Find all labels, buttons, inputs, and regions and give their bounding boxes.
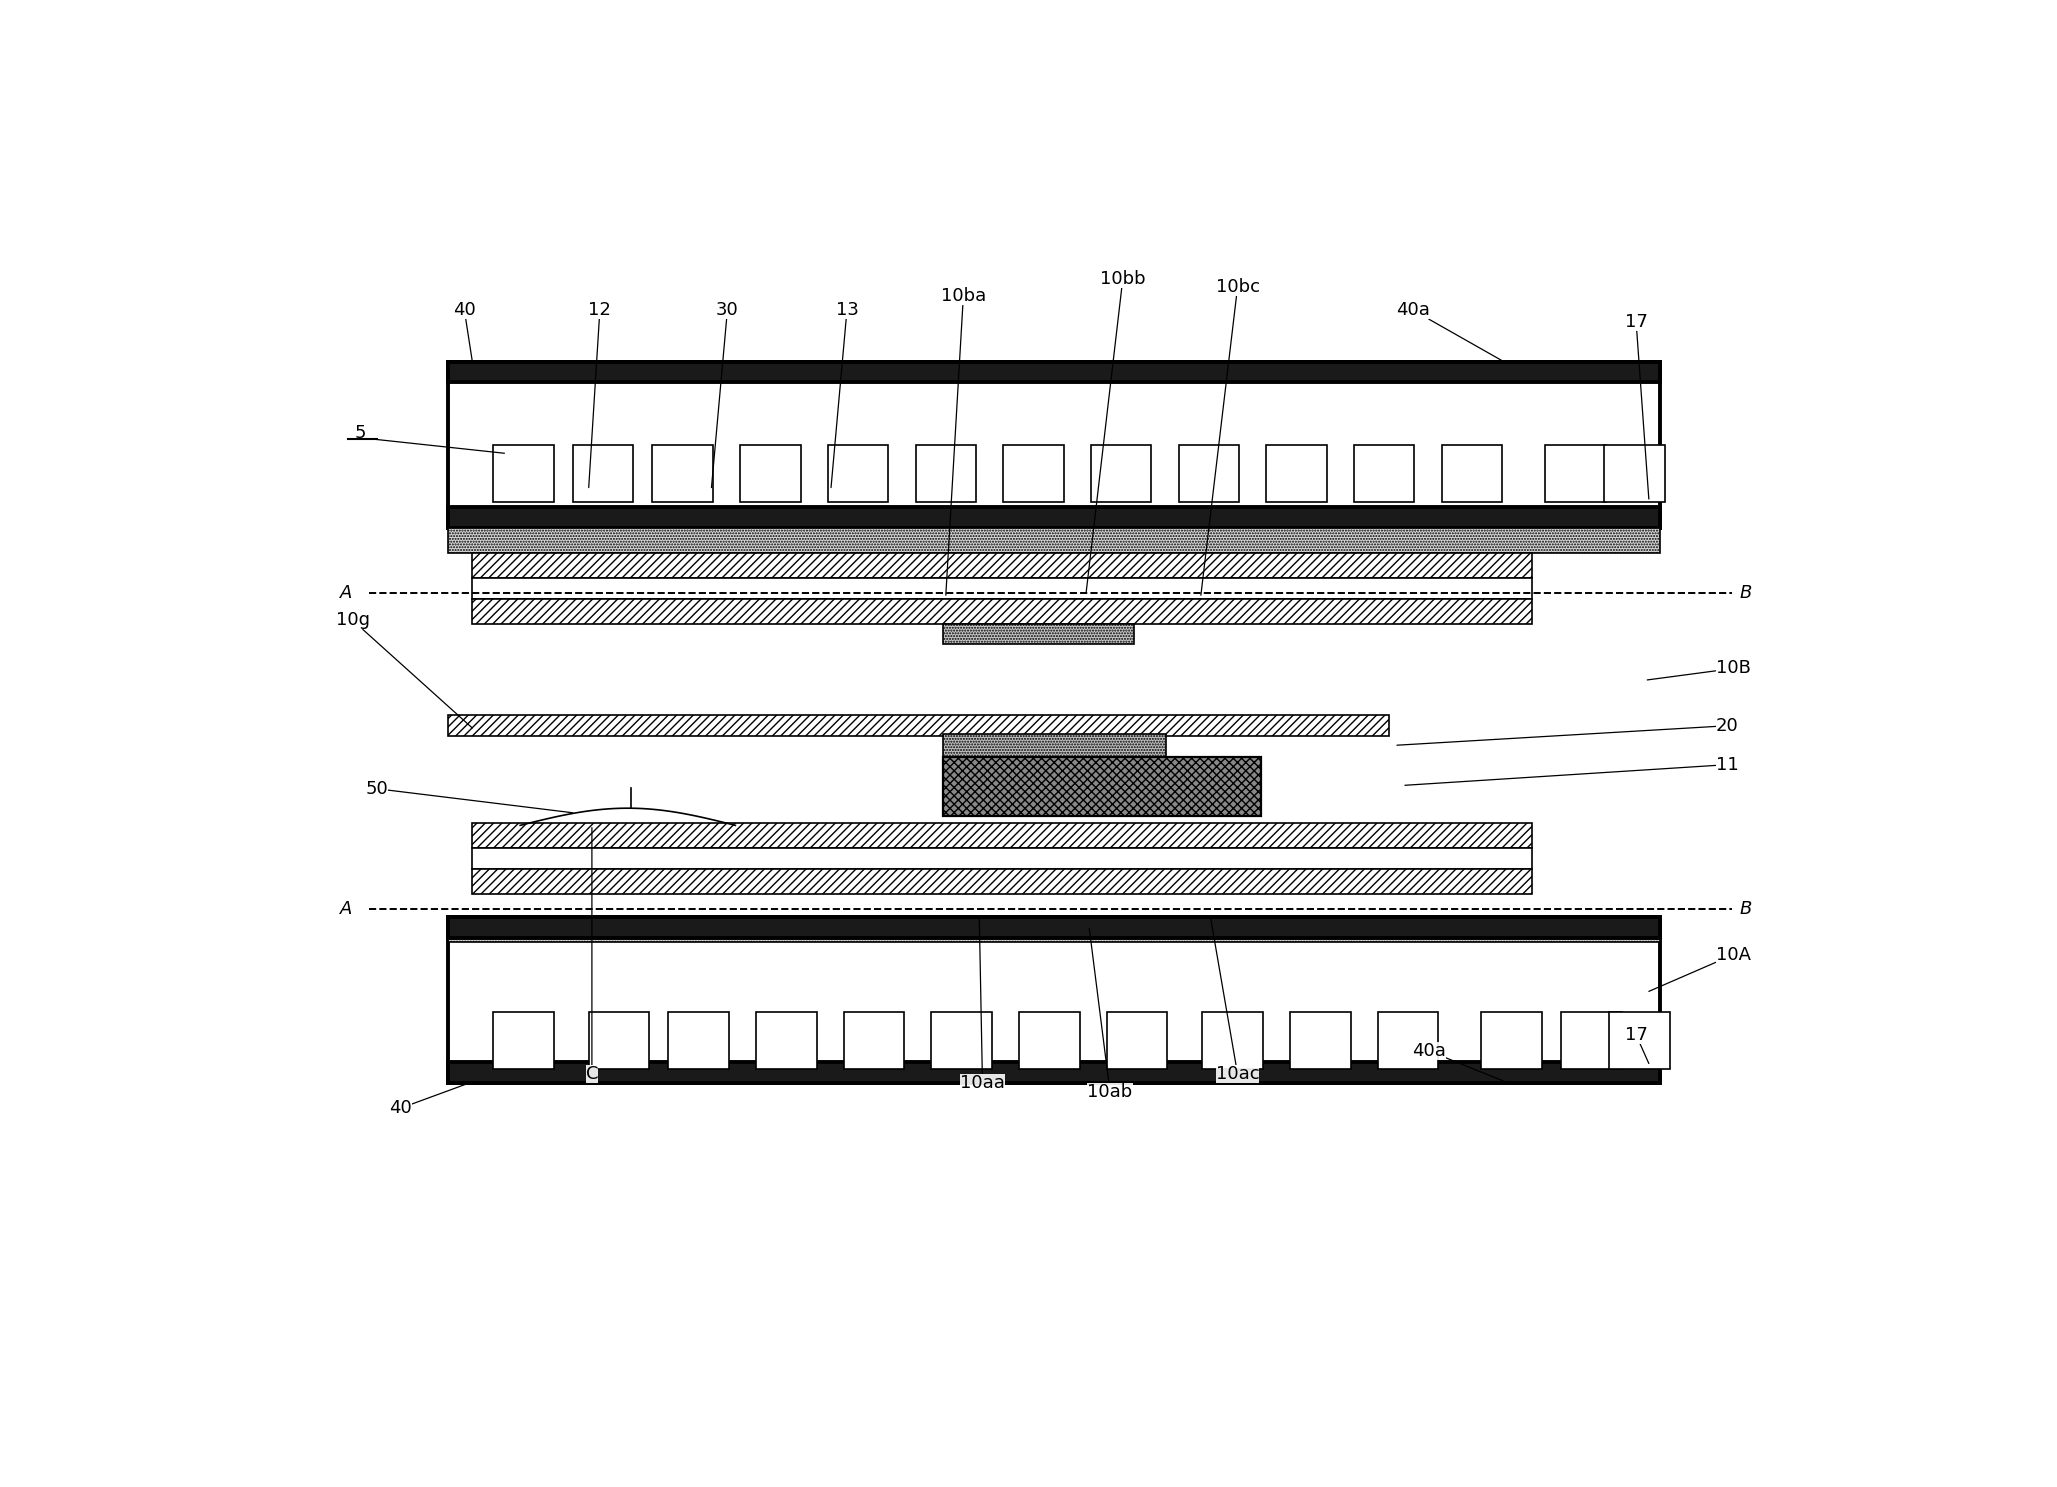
Bar <box>1481 1013 1543 1069</box>
Bar <box>473 848 1532 868</box>
Bar <box>1290 1013 1351 1069</box>
Text: 40a: 40a <box>1397 300 1504 361</box>
Text: 10B: 10B <box>1648 660 1751 680</box>
Text: B: B <box>1740 900 1753 917</box>
Bar <box>932 1013 991 1069</box>
Text: 5: 5 <box>356 424 366 442</box>
Bar <box>448 361 1660 382</box>
Text: 10ab: 10ab <box>1088 928 1133 1102</box>
Bar <box>942 757 1261 816</box>
Bar <box>473 578 1532 599</box>
Bar <box>652 445 714 503</box>
Bar <box>1179 445 1238 503</box>
Text: 10ba: 10ba <box>940 287 985 595</box>
Text: 11: 11 <box>1405 755 1738 785</box>
Bar <box>1090 445 1152 503</box>
Text: 10ac: 10ac <box>1210 917 1259 1083</box>
Bar <box>588 1013 650 1069</box>
Bar <box>1203 1013 1263 1069</box>
Bar <box>741 445 800 503</box>
Bar <box>1561 1013 1621 1069</box>
Bar <box>1267 445 1327 503</box>
Bar <box>942 625 1133 644</box>
Bar <box>1545 445 1607 503</box>
Text: 13: 13 <box>831 300 858 488</box>
Text: A: A <box>339 584 352 602</box>
Text: 10bc: 10bc <box>1201 278 1259 595</box>
Text: C: C <box>586 828 599 1083</box>
Bar <box>448 715 1388 736</box>
Text: 20: 20 <box>1397 717 1738 745</box>
Bar <box>827 445 889 503</box>
Text: 10bb: 10bb <box>1086 271 1146 593</box>
Text: 10aa: 10aa <box>961 917 1006 1091</box>
Text: B: B <box>1740 584 1753 602</box>
Bar <box>942 733 1166 757</box>
Bar <box>915 445 977 503</box>
Text: 10A: 10A <box>1650 946 1751 992</box>
Bar <box>473 868 1532 894</box>
Bar <box>572 445 634 503</box>
Bar <box>448 917 1660 1083</box>
Text: 10g: 10g <box>335 611 473 729</box>
Bar <box>473 824 1532 848</box>
Bar <box>1107 1013 1168 1069</box>
Bar <box>1004 445 1063 503</box>
Bar <box>1354 445 1415 503</box>
Bar <box>1018 1013 1080 1069</box>
Bar <box>669 1013 728 1069</box>
Bar <box>757 1013 817 1069</box>
Bar <box>448 507 1660 528</box>
Text: 40: 40 <box>453 300 475 361</box>
Text: 17: 17 <box>1625 312 1650 500</box>
Text: 40: 40 <box>389 1083 473 1117</box>
Text: 30: 30 <box>712 300 738 488</box>
Bar <box>1604 445 1664 503</box>
Text: A: A <box>339 900 352 917</box>
Bar <box>448 361 1660 528</box>
Bar <box>1378 1013 1438 1069</box>
Bar <box>473 553 1532 578</box>
Text: 50: 50 <box>366 779 572 813</box>
Bar <box>448 528 1660 553</box>
Bar <box>494 1013 553 1069</box>
Bar <box>1442 445 1502 503</box>
Bar <box>448 1062 1660 1083</box>
Bar <box>448 917 1660 938</box>
Text: 17: 17 <box>1625 1026 1650 1063</box>
Bar <box>473 599 1532 625</box>
Bar <box>843 1013 905 1069</box>
Text: 40a: 40a <box>1411 1042 1506 1083</box>
Bar <box>448 917 1660 943</box>
Text: 12: 12 <box>588 300 611 488</box>
Bar <box>494 445 553 503</box>
Bar <box>1609 1013 1670 1069</box>
